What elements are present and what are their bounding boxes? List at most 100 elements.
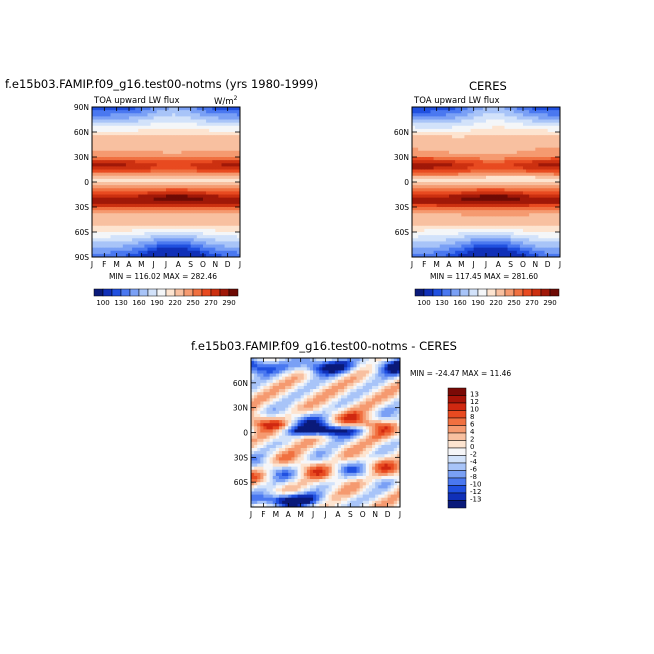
heatmap-cell xyxy=(430,125,434,130)
heatmap-cell xyxy=(516,172,521,177)
heatmap-cell xyxy=(418,197,422,202)
heatmap-cell xyxy=(544,213,549,217)
heatmap-cell xyxy=(523,110,527,114)
heatmap-cell xyxy=(519,219,524,224)
heatmap-cell xyxy=(556,169,561,174)
heatmap-cell xyxy=(187,119,192,124)
heatmap-cell xyxy=(470,132,475,136)
heatmap-cell xyxy=(495,247,499,252)
heatmap-cell xyxy=(150,203,155,208)
heatmap-cell xyxy=(125,203,130,208)
heatmap-cell xyxy=(436,125,441,130)
heatmap-cell xyxy=(199,119,204,124)
heatmap-cell xyxy=(442,235,447,239)
heatmap-cell xyxy=(181,185,185,189)
heatmap-cell xyxy=(526,207,530,211)
heatmap-cell xyxy=(153,235,158,239)
heatmap-cell xyxy=(535,185,539,189)
heatmap-cell xyxy=(529,113,533,117)
heatmap-cell xyxy=(482,182,487,186)
heatmap-cell xyxy=(218,141,222,145)
heatmap-cell xyxy=(110,116,114,120)
heatmap-cell xyxy=(236,210,241,214)
heatmap-cell xyxy=(445,200,450,205)
heatmap-cell xyxy=(523,166,527,170)
heatmap-cell xyxy=(227,247,232,252)
heatmap-cell xyxy=(473,219,478,224)
heatmap-cell xyxy=(218,222,222,227)
heatmap-cell xyxy=(206,160,210,164)
heatmap-cell xyxy=(196,241,201,245)
heatmap-cell xyxy=(473,200,478,205)
heatmap-cell xyxy=(550,150,555,155)
heatmap-cell xyxy=(529,178,533,183)
heatmap-cell xyxy=(473,119,478,124)
heatmap-cell xyxy=(513,153,518,158)
heatmap-cell xyxy=(193,113,198,117)
heatmap-cell xyxy=(98,132,102,136)
heatmap-cell xyxy=(95,110,99,114)
heatmap-cell xyxy=(541,141,545,145)
heatmap-cell xyxy=(492,232,496,236)
heatmap-cell xyxy=(427,128,431,133)
heatmap-cell xyxy=(467,203,471,208)
heatmap-cell xyxy=(433,172,438,177)
heatmap-cell xyxy=(101,128,105,133)
heatmap-cell xyxy=(254,420,258,424)
heatmap-cell xyxy=(122,110,127,114)
heatmap-cell xyxy=(254,364,258,368)
heatmap-cell xyxy=(215,116,219,120)
heatmap-cell xyxy=(212,113,216,117)
heatmap-cell xyxy=(556,232,561,236)
heatmap-cell xyxy=(169,244,173,249)
heatmap-cell xyxy=(418,172,422,177)
heatmap-cell xyxy=(449,238,453,242)
heatmap-cell xyxy=(92,244,96,249)
heatmap-cell xyxy=(455,225,459,230)
heatmap-cell xyxy=(412,200,416,205)
heatmap-cell xyxy=(263,410,267,415)
heatmap-cell xyxy=(129,157,133,161)
heatmap-cell xyxy=(504,216,508,220)
heatmap-cell xyxy=(159,166,164,170)
heatmap-cell xyxy=(541,222,545,227)
heatmap-cell xyxy=(260,385,264,390)
heatmap-cell xyxy=(544,166,549,170)
heatmap-cell xyxy=(553,216,558,220)
heatmap-cell xyxy=(221,135,225,139)
heatmap-cell xyxy=(224,178,229,183)
heatmap-cell xyxy=(221,213,225,217)
heatmap-cell xyxy=(510,157,515,161)
heatmap-cell xyxy=(156,160,161,164)
heatmap-cell xyxy=(418,210,422,214)
heatmap-cell xyxy=(445,125,450,130)
heatmap-cell xyxy=(492,122,496,127)
heatmap-cell xyxy=(175,182,179,186)
heatmap-cell xyxy=(166,197,170,202)
heatmap-cell xyxy=(193,125,198,130)
heatmap-cell xyxy=(449,253,453,258)
heatmap-cell xyxy=(513,144,518,149)
heatmap-cell xyxy=(523,235,527,239)
heatmap-cell xyxy=(461,185,465,189)
heatmap-cell xyxy=(418,213,422,217)
heatmap-cell xyxy=(215,119,219,124)
heatmap-cell xyxy=(436,119,441,124)
heatmap-cell xyxy=(175,147,179,152)
heatmap-cell xyxy=(510,207,515,211)
y-tick-label: 30N xyxy=(394,153,409,162)
heatmap-cell xyxy=(427,216,431,220)
heatmap-cell xyxy=(230,113,235,117)
heatmap-cell xyxy=(141,122,145,127)
heatmap-cell xyxy=(544,222,549,227)
heatmap-cell xyxy=(476,225,481,230)
heatmap-cell xyxy=(184,225,188,230)
heatmap-cell xyxy=(473,138,478,142)
heatmap-cell xyxy=(489,210,493,214)
heatmap-cell xyxy=(193,132,198,136)
heatmap-cell xyxy=(495,200,499,205)
heatmap-cell xyxy=(254,379,258,384)
heatmap-cell xyxy=(135,228,139,233)
heatmap-cell xyxy=(122,141,127,145)
heatmap-cell xyxy=(510,188,515,192)
